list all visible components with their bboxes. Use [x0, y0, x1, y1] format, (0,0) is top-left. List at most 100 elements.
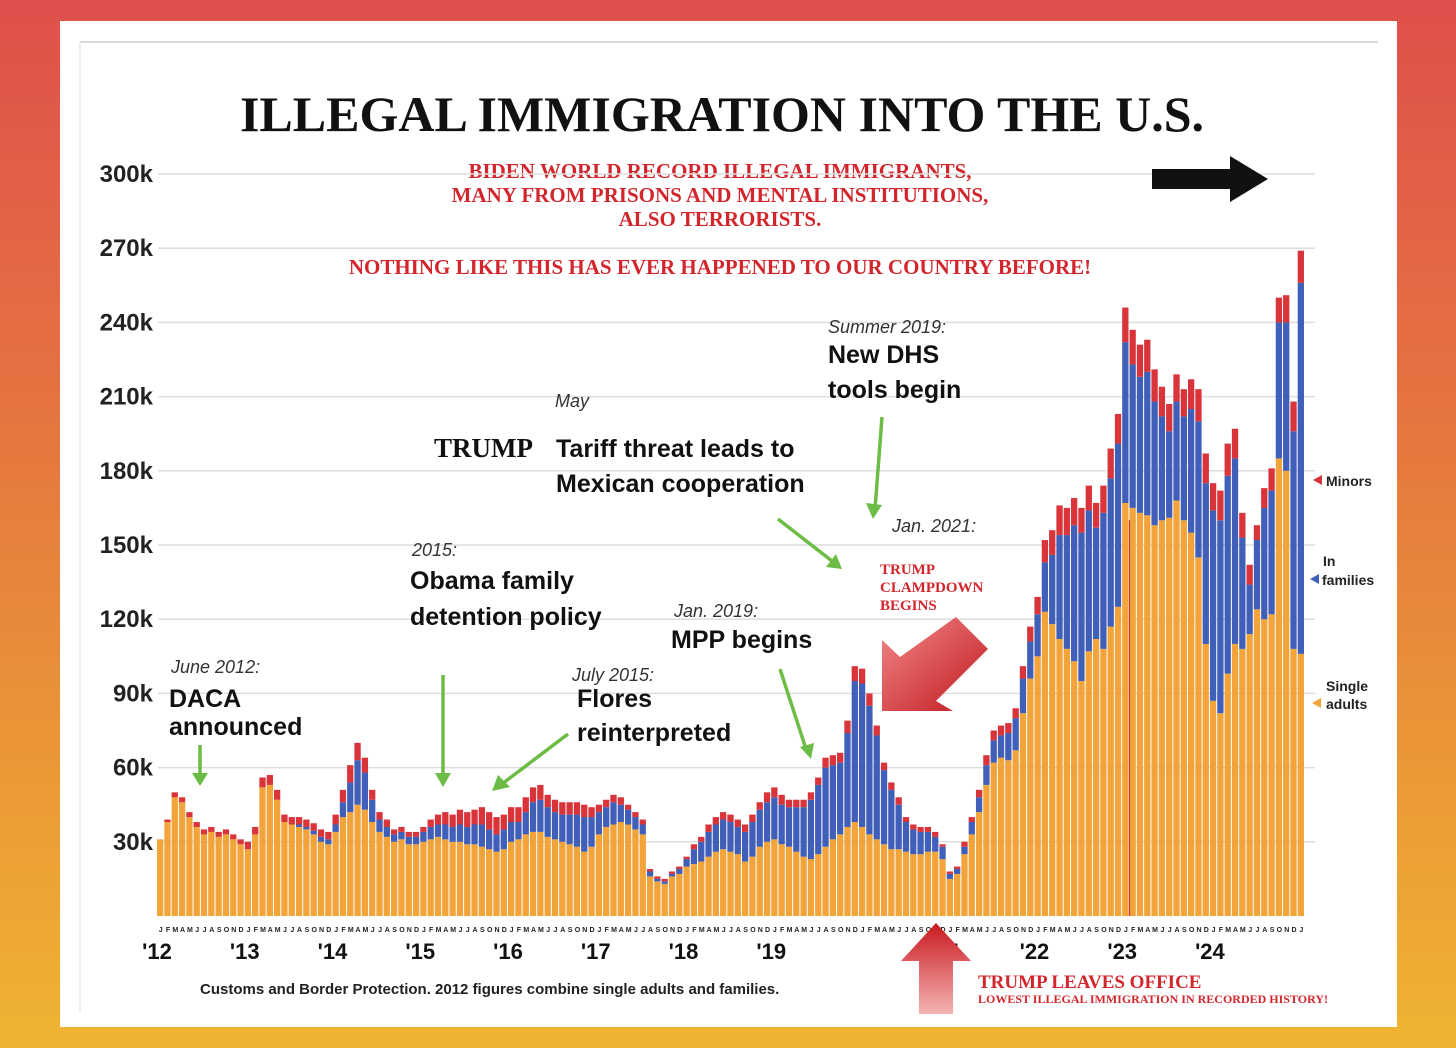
bar-single-adults [1071, 661, 1078, 916]
month-letter: S [305, 927, 310, 934]
month-letter: J [283, 927, 287, 934]
headline-2: NOTHING LIKE THIS HAS EVER HAPPENED TO O… [349, 255, 1091, 279]
legend-families-label-2: families [1322, 572, 1374, 588]
legend-adults-marker-icon [1312, 698, 1321, 708]
bar-single-adults [1217, 713, 1224, 916]
bar-families [924, 831, 932, 852]
bar-minors [1056, 505, 1063, 536]
month-letter: N [758, 927, 763, 934]
bar-families [303, 826, 310, 830]
annotation-dhs: Summer 2019: New DHS tools begin [828, 317, 961, 519]
bar-minors [442, 812, 449, 825]
chart-card: ILLEGAL IMMIGRATION INTO THE U.S. BIDEN … [60, 21, 1397, 1027]
month-letter: O [1013, 927, 1019, 934]
month-letter: S [743, 927, 748, 934]
bar-families [325, 839, 332, 845]
month-letter: M [1050, 927, 1056, 934]
tariff-line2: Mexican cooperation [556, 470, 805, 498]
month-letter: J [195, 927, 199, 934]
bar-single-adults [1034, 656, 1041, 916]
bar-minors [968, 817, 975, 823]
bar-families [1129, 364, 1136, 508]
bar-families [507, 822, 515, 842]
bar-minors [661, 878, 668, 882]
bar-single-adults [961, 854, 968, 916]
month-letter: M [187, 927, 193, 934]
bar-single-adults [632, 829, 639, 916]
bar-single-adults [1231, 643, 1239, 916]
month-letter: M [436, 927, 442, 934]
flores-line1: Flores [577, 685, 652, 713]
bar-minors [961, 841, 968, 847]
month-letter: M [787, 927, 793, 934]
bar-single-adults [1114, 606, 1122, 916]
bar-families [954, 869, 961, 874]
black-arrow-icon [1152, 156, 1268, 202]
month-letter: J [1036, 927, 1040, 934]
month-letter: O [926, 927, 932, 934]
legend: Minors In families Single adults [1310, 473, 1374, 712]
bar-single-adults [230, 839, 237, 916]
bar-families [880, 770, 888, 845]
bar-minors [1085, 485, 1092, 511]
month-letter: J [817, 927, 821, 934]
bar-minors [171, 792, 178, 798]
month-letter: J [334, 927, 338, 934]
bar-single-adults [676, 873, 683, 916]
dhs-date: Summer 2019: [828, 317, 946, 337]
bar-single-adults [1166, 517, 1173, 916]
bar-minors [1041, 540, 1049, 563]
bar-single-adults [208, 831, 215, 916]
bar-families [1092, 527, 1100, 639]
bar-single-adults [1056, 638, 1063, 916]
bar-single-adults [1144, 515, 1151, 916]
year-label: '16 [493, 939, 523, 964]
bar-families [639, 824, 646, 835]
month-letter: S [656, 927, 661, 934]
month-letter: S [831, 927, 836, 934]
bar-minors [449, 814, 456, 827]
month-letter: O [224, 927, 230, 934]
bar-single-adults [741, 861, 749, 916]
bar-single-adults [1027, 678, 1034, 916]
bar-minors [222, 829, 230, 835]
bar-single-adults [661, 883, 668, 916]
tariff-prefix: TRUMP [434, 433, 533, 463]
month-letter: N [1284, 927, 1289, 934]
bar-single-adults [1239, 648, 1246, 916]
bar-minors [347, 765, 354, 783]
bar-minors [1202, 453, 1209, 484]
bar-families [720, 819, 727, 850]
bar-minors [822, 757, 829, 768]
bar-families [1246, 584, 1253, 635]
bar-minors [800, 799, 807, 808]
bar-families [1283, 322, 1290, 471]
bar-minors [295, 817, 303, 825]
bar-minors [244, 841, 252, 850]
mpp-arrow-shaft [778, 668, 808, 750]
year-label: '17 [581, 939, 611, 964]
bar-families [1005, 732, 1012, 761]
month-letter: S [1094, 927, 1099, 934]
bar-single-adults [1100, 648, 1107, 916]
bar-single-adults [763, 841, 771, 916]
bar-families [295, 824, 303, 827]
bar-single-adults [259, 787, 266, 916]
flores-date: July 2015: [571, 665, 654, 685]
bar-single-adults [551, 839, 559, 916]
month-letter: D [414, 927, 419, 934]
bar-single-adults [456, 841, 464, 916]
bar-minors [200, 829, 208, 835]
bar-minors [756, 802, 763, 810]
bar-families [851, 681, 858, 823]
bar-minors [471, 809, 478, 825]
month-letter: J [510, 927, 514, 934]
bar-minors [1188, 379, 1195, 409]
bar-families [573, 814, 581, 847]
bar-single-adults [954, 873, 961, 916]
bar-families [1195, 421, 1202, 558]
year-label: '13 [230, 939, 260, 964]
month-letter: M [538, 927, 544, 934]
annotation-tariff: May TRUMP Tariff threat leads to Mexican… [434, 391, 842, 569]
daca-line1: DACA [169, 685, 241, 713]
